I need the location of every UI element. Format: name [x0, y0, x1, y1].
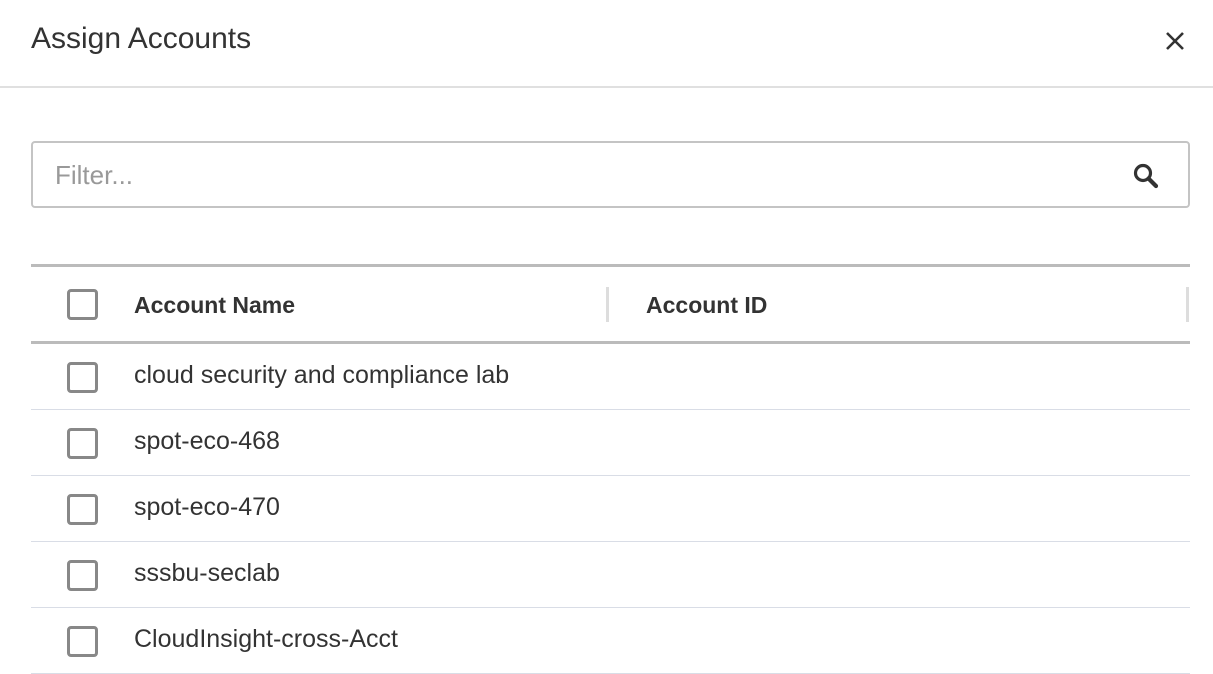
filter-input[interactable] — [55, 159, 1105, 191]
table-row[interactable]: CloudInsight-cross-Acct — [31, 608, 1190, 674]
filter-field[interactable] — [31, 141, 1190, 208]
account-name: spot-eco-468 — [134, 427, 280, 455]
column-header-account-name[interactable]: Account Name — [134, 292, 296, 318]
column-resize-handle[interactable] — [1186, 287, 1189, 322]
account-name: sssbu-seclab — [134, 559, 280, 587]
table-row[interactable]: spot-eco-470 — [31, 476, 1190, 542]
account-name: spot-eco-470 — [134, 493, 280, 521]
column-header-account-id[interactable]: Account ID — [646, 292, 768, 318]
close-icon[interactable] — [1162, 28, 1188, 54]
table-row[interactable]: cloud security and compliance lab — [31, 344, 1190, 410]
account-name: CloudInsight-cross-Acct — [134, 625, 398, 653]
row-checkbox[interactable] — [67, 560, 98, 591]
select-all-checkbox[interactable] — [67, 289, 98, 320]
table-header: Account Name Account ID — [31, 267, 1190, 344]
column-resize-handle[interactable] — [606, 287, 609, 322]
table-row[interactable]: sssbu-seclab — [31, 542, 1190, 608]
accounts-table: Account Name Account ID cloud security a… — [31, 264, 1190, 674]
row-checkbox[interactable] — [67, 626, 98, 657]
row-checkbox[interactable] — [67, 428, 98, 459]
table-row[interactable]: spot-eco-468 — [31, 410, 1190, 476]
search-icon[interactable] — [1131, 161, 1163, 193]
account-name: cloud security and compliance lab — [134, 361, 510, 389]
row-checkbox[interactable] — [67, 494, 98, 525]
row-checkbox[interactable] — [67, 362, 98, 393]
dialog-title: Assign Accounts — [31, 22, 252, 55]
dialog-header: Assign Accounts — [0, 0, 1213, 88]
